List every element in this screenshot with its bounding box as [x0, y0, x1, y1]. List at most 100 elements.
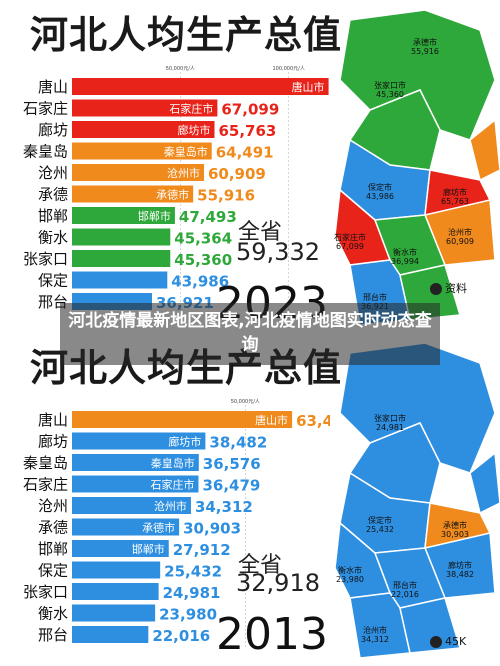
map-region-value: 30,903: [441, 530, 469, 539]
category-label: 邯郸: [38, 207, 68, 225]
value-label: 45,360: [174, 251, 232, 269]
map-region-value: 25,432: [366, 525, 394, 534]
map-region-value: 43,986: [366, 192, 394, 201]
category-label: 廊坊: [38, 433, 68, 451]
chart-panel-2013: 河北人均生产总值 50,000元/人唐山唐山市63,484廊坊廊坊市38,482…: [0, 333, 500, 666]
map-region-value: 65,763: [441, 197, 469, 206]
map-hebei-2023: 张家口市 45,360 保定市 43,986 石家庄市 67,099 衡水市 36,994 邢台…: [330, 0, 500, 333]
bar-inner-label: 廊坊市: [177, 123, 210, 137]
bar: [72, 121, 215, 138]
category-label: 张家口: [23, 250, 68, 268]
value-label: 36,479: [202, 477, 260, 495]
category-label: 唐山: [38, 78, 68, 96]
bar-inner-label: 沧州市: [167, 166, 200, 180]
map-region-name: 衡水市: [393, 247, 417, 257]
category-label: 衡水: [38, 605, 68, 623]
bar-inner-label: 秦皇岛市: [151, 456, 195, 470]
bar-inner-label: 唐山市: [292, 80, 325, 94]
bar: [72, 411, 293, 428]
bar: [72, 626, 149, 643]
bar: [72, 78, 329, 95]
bar: [72, 432, 206, 450]
map-region-name: 石家庄市: [334, 232, 366, 242]
value-label: 63,484: [296, 412, 330, 430]
axis-tick-label: 50,000元/人: [166, 66, 195, 72]
bar-chart-2013: 50,000元/人唐山 唐山市 63,484 廊坊 廊坊市 38,482 秦皇岛 秦皇岛市 36…: [23, 399, 330, 648]
map-region-value: 38,482: [446, 570, 474, 579]
value-label: 25,432: [164, 563, 222, 581]
value-label: 24,981: [163, 584, 221, 602]
value-label: 43,986: [171, 273, 229, 291]
total-value: 32,918: [236, 569, 320, 597]
map-region-name: 廊坊市: [443, 187, 467, 197]
bar: [72, 142, 212, 160]
value-label: 55,916: [197, 187, 255, 205]
map-region-qinhuangdao: [469, 451, 500, 515]
category-label: 衡水: [38, 229, 68, 247]
value-label: 45,364: [174, 230, 232, 248]
bar-inner-label: 石家庄市: [169, 102, 213, 116]
category-label: 唐山: [38, 411, 68, 429]
value-label: 65,763: [218, 122, 276, 140]
category-label: 沧州: [38, 164, 68, 182]
category-label: 张家口: [23, 583, 68, 601]
map-region-value: 34,312: [361, 635, 389, 644]
total-label: 全省: [238, 220, 283, 245]
category-label: 保定: [38, 272, 68, 290]
bar: [72, 475, 199, 493]
bar-inner-label: 石家庄市: [150, 478, 194, 492]
map-region-name: 承德市: [413, 37, 437, 47]
category-label: 石家庄: [23, 100, 68, 118]
bar-inner-label: 秦皇岛市: [164, 145, 208, 159]
map-region-name: 邢台市: [363, 292, 387, 302]
map-region-name: 衡水市: [338, 565, 362, 575]
category-label: 秦皇岛: [23, 454, 68, 472]
value-label: 64,491: [216, 144, 274, 162]
map-region-value: 36,994: [391, 257, 419, 266]
value-label: 23,980: [159, 606, 217, 624]
total-label: 全省: [238, 553, 283, 578]
value-label: 34,312: [195, 498, 253, 516]
bar: [72, 583, 159, 600]
map-region-name: 承德市: [443, 520, 467, 530]
map-region-name: 廊坊市: [448, 560, 472, 570]
bar-inner-label: 沧州市: [154, 499, 187, 513]
map-region-name: 保定市: [368, 515, 392, 525]
axis-tick-label: 50,000元/人: [231, 399, 260, 405]
map-region-name: 沧州市: [363, 625, 387, 635]
map-region-name: 张家口市: [374, 413, 406, 423]
bar-inner-label: 承德市: [142, 521, 175, 535]
bar: [72, 207, 175, 224]
bar: [72, 454, 199, 471]
bar: [72, 185, 194, 203]
map-region-value: 22,016: [391, 590, 419, 599]
source-icon: [430, 283, 442, 295]
category-label: 石家庄: [23, 476, 68, 494]
bar: [72, 561, 161, 579]
map-region-value: 23,980: [336, 575, 364, 584]
map-region-value: 55,916: [411, 47, 439, 56]
bar: [72, 99, 218, 117]
map-region-name: 邢台市: [393, 580, 417, 590]
bar: [72, 250, 171, 267]
map-region-qinhuangdao: [469, 118, 500, 182]
map-region-value: 45,360: [376, 90, 404, 99]
map-region-value: 67,099: [336, 242, 364, 251]
bar: [72, 271, 168, 289]
bar: [72, 540, 169, 557]
map-region-chengde: [339, 9, 496, 141]
category-label: 邯郸: [38, 540, 68, 558]
bar-inner-label: 邯郸市: [132, 542, 165, 556]
category-label: 廊坊: [38, 121, 68, 139]
map-region-handan: [399, 597, 461, 654]
bar: [72, 497, 191, 514]
category-label: 沧州: [38, 497, 68, 515]
source-icon: [430, 636, 442, 648]
map-hebei-2013: 张家口市 24,981 保定市 25,432 衡水市 23,980 邢台市 22,016 沧州市…: [330, 333, 500, 666]
map-region-name: 保定市: [368, 182, 392, 192]
value-label: 30,903: [183, 520, 241, 538]
year-label: 2013: [216, 609, 328, 660]
value-label: 22,016: [152, 627, 210, 645]
category-label: 邢台: [38, 626, 68, 644]
map-region-value: 24,981: [376, 423, 404, 432]
